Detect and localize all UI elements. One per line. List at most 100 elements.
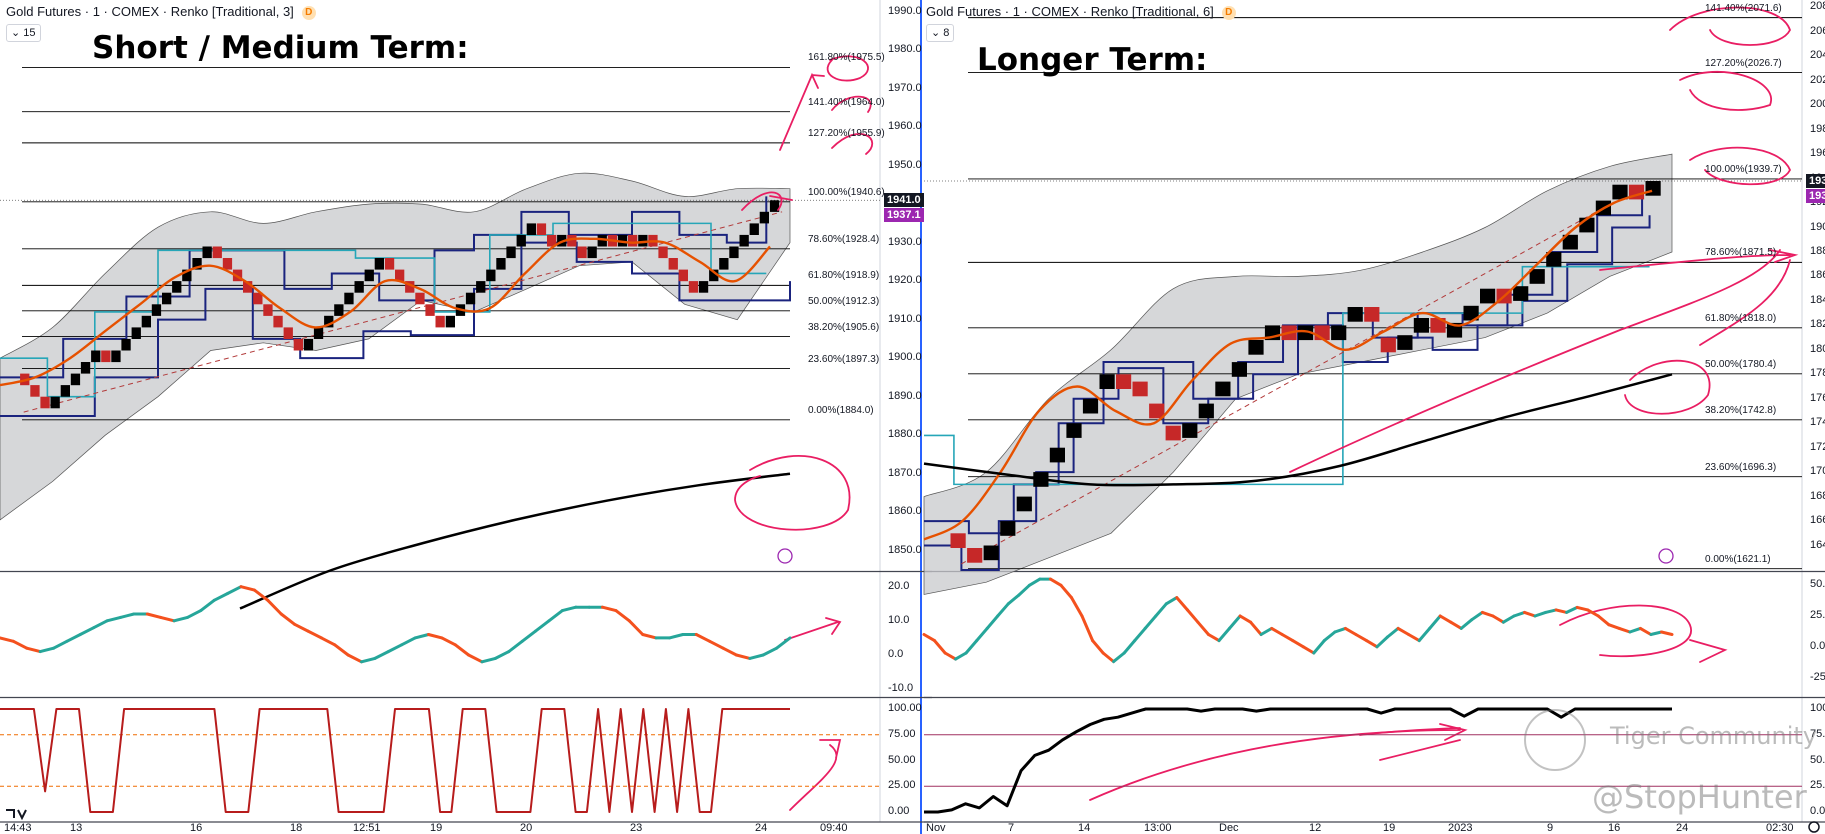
left-renko-brick-14	[151, 304, 162, 316]
left-oscillator-segment-19	[252, 588, 270, 602]
left-oscillator-segment-56	[748, 653, 765, 660]
left-renko-brick-4	[50, 396, 60, 409]
right-oscillator-segment-3	[954, 651, 968, 661]
right-oscillator-segment-37	[1312, 639, 1326, 655]
left-time-tick-8: 24	[755, 822, 768, 834]
right-oscillator-segment-35	[1291, 639, 1305, 649]
right-fib-label-6: 38.20%(1742.8)	[1705, 404, 1777, 416]
watermark-user: @StopHunter	[1592, 778, 1807, 816]
right-fib-label-4: 61.80%(1818.0)	[1705, 312, 1777, 324]
settings-gear-icon[interactable]	[1808, 821, 1820, 833]
right-moving-average	[923, 189, 1653, 541]
right-price-tick-21: 1660.0	[1810, 514, 1825, 527]
left-data-badge: D	[301, 5, 316, 20]
left-oscillator-segment-32	[427, 633, 444, 640]
left-annotation-2	[831, 95, 873, 155]
right-price-tick-1: 2060.0	[1810, 24, 1825, 37]
left-price-tick-8: 1910.0	[888, 312, 922, 325]
right-channel-line-1	[924, 184, 1644, 535]
left-oscillator-segment-42	[560, 605, 578, 613]
right-oscillator-segment-13	[1059, 583, 1073, 600]
left-renko-brick-39	[405, 281, 415, 293]
left-renko-brick-11	[121, 338, 131, 351]
left-renko-brick-41	[425, 304, 435, 316]
right-oscillator-segment-2	[943, 651, 958, 661]
right-oscillator-segment-39	[1333, 626, 1347, 634]
right-oscillator-segment-64	[1596, 614, 1611, 627]
right-oscillator-segment-66	[1617, 626, 1632, 634]
left-renko-brick-5	[60, 385, 70, 397]
left-time-tick-5: 19	[430, 822, 443, 834]
right-time-tick-5: 12	[1309, 822, 1322, 834]
right-price-tick-18: 1720.0	[1810, 440, 1825, 453]
right-osc-tick-1: 25.0	[1810, 609, 1825, 622]
right-oscillator-segment-1	[933, 639, 947, 655]
right-renko-brick-25	[1347, 307, 1363, 322]
left-collapse-button[interactable]: ⌄ 15	[6, 24, 41, 42]
right-collapse-button[interactable]: ⌄ 8	[926, 24, 955, 42]
left-volatility-band	[0, 172, 791, 521]
right-stoch-tick-0: 100.00	[1810, 702, 1825, 714]
left-renko-brick-37	[384, 258, 395, 270]
left-oscillator-segment-2	[25, 646, 42, 654]
right-oscillator-segment-32	[1259, 626, 1274, 636]
left-price-tick-6: 1930.0	[888, 235, 922, 248]
left-symbol-title: Gold Futures · 1 · COMEX · Renko [Tradit…	[6, 4, 294, 19]
left-stoch-tick-1: 75.00	[888, 727, 916, 740]
left-annotation-3	[741, 191, 793, 211]
left-oscillator-segment-28	[373, 650, 390, 660]
right-oscillator-segment-24	[1175, 596, 1189, 612]
right-renko-brick-22	[1298, 325, 1314, 341]
left-renko-brick-48	[496, 258, 506, 270]
right-oscillator-segment-47	[1417, 626, 1432, 643]
right-oscillator-segment-15	[1080, 614, 1095, 643]
left-renko-brick-36	[374, 258, 384, 270]
left-renko-brick-18	[192, 258, 202, 270]
right-renko-brick-32	[1463, 305, 1479, 321]
left-annotation-6	[789, 739, 842, 811]
left-renko-brick-46	[476, 281, 486, 293]
right-stochastic-line	[924, 707, 1672, 814]
right-fib-label-2: 100.00%(1939.7)	[1705, 163, 1782, 175]
left-osc-tick-1: 10.0	[888, 613, 910, 626]
left-price-tick-11: 1880.0	[888, 428, 922, 441]
left-renko-brick-33	[344, 292, 354, 305]
right-fib-label-1: 127.20%(2026.7)	[1705, 57, 1782, 69]
right-time-tick-8: 9	[1547, 822, 1554, 834]
right-time-tick-3: 13:00	[1144, 822, 1172, 834]
right-renko-brick-43	[1645, 181, 1661, 196]
right-oscillator-segment-42	[1365, 639, 1379, 649]
left-renko-brick-20	[212, 246, 222, 259]
right-oscillator-segment-22	[1154, 602, 1168, 618]
right-oscillator-segment-40	[1343, 626, 1358, 636]
left-renko-brick-75	[769, 200, 780, 212]
right-renko-brick-12	[1132, 381, 1148, 397]
left-oscillator-segment-58	[775, 636, 792, 650]
left-oscillator-segment-41	[547, 609, 564, 623]
right-oscillator-segment-70	[1660, 630, 1674, 636]
left-fib-label-4: 78.60%(1928.4)	[808, 233, 880, 245]
left-renko-brick-45	[465, 292, 476, 305]
left-time-tick-6: 20	[520, 822, 533, 834]
right-oscillator-segment-30	[1238, 614, 1253, 624]
left-renko-brick-13	[141, 315, 151, 328]
right-oscillator-segment-14	[1070, 596, 1084, 618]
right-renko-brick-15	[1182, 423, 1198, 438]
left-renko-brick-16	[172, 281, 182, 293]
right-oscillator-segment-48	[1428, 614, 1442, 630]
right-fib-label-3: 78.60%(1871.5)	[1705, 247, 1777, 259]
right-price-tick-10: 1880.0	[1810, 244, 1825, 257]
right-annotation-8	[1089, 723, 1468, 801]
right-osc-tick-3: -25.0	[1810, 670, 1825, 683]
left-price-tick-9: 1900.0	[888, 351, 922, 364]
right-oscillator-segment-17	[1101, 651, 1116, 664]
right-stoch-tick-3: 25.00	[1810, 779, 1825, 792]
right-oscillator-segment-51	[1459, 618, 1474, 630]
left-renko-brick-69	[709, 269, 719, 282]
right-oscillator-segment-63	[1586, 608, 1600, 618]
right-oscillator-segment-19	[1122, 639, 1137, 655]
right-price-tick-17: 1740.0	[1810, 416, 1825, 429]
left-oscillator-segment-21	[279, 612, 297, 626]
left-renko-brick-57	[587, 246, 597, 259]
